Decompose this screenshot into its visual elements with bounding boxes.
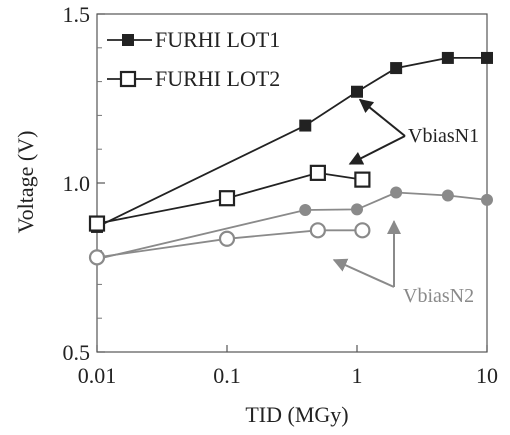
data-point <box>218 190 236 207</box>
axis-ticks: 0.01 0.1 1 10 0.5 1.0 1.5 <box>63 2 499 388</box>
annotations: VbiasN1 VbiasN2 <box>332 98 479 307</box>
data-point <box>218 230 236 247</box>
data-point <box>441 51 454 64</box>
data-point <box>354 222 371 239</box>
annotation-arrow <box>358 98 406 137</box>
data-point <box>309 164 326 181</box>
series-1 <box>91 51 493 233</box>
data-point <box>88 249 106 266</box>
series-line <box>96 57 487 228</box>
series-line <box>96 171 363 225</box>
data-point <box>481 193 493 206</box>
data-point <box>481 51 493 64</box>
data-point <box>299 119 312 132</box>
annotation-vbiasn1: VbiasN1 <box>348 98 479 165</box>
annotation-arrow <box>332 258 395 288</box>
legend-label: FURHI LOT2 <box>155 66 280 91</box>
annotation-vbiasn2: VbiasN2 <box>332 220 474 307</box>
series-layer <box>88 51 493 266</box>
legend-entry: FURHI LOT1 <box>107 27 280 52</box>
x-tick-label: 0.1 <box>213 363 241 388</box>
y-tick-label: 1.0 <box>63 171 91 196</box>
x-tick-label: 0.01 <box>78 363 117 388</box>
data-point <box>351 85 363 98</box>
data-point <box>351 203 363 216</box>
annotation-arrow <box>348 135 406 165</box>
legend: FURHI LOT1 FURHI LOT2 <box>107 27 280 91</box>
data-point <box>299 204 312 217</box>
legend-entry: FURHI LOT2 <box>107 66 280 91</box>
series-4 <box>88 222 371 266</box>
series-2 <box>88 164 371 232</box>
x-tick-label: 1 <box>352 363 363 388</box>
y-tick-label: 1.5 <box>63 2 91 27</box>
y-axis-title: Voltage (V) <box>13 131 38 234</box>
y-tick-label: 0.5 <box>63 340 91 365</box>
annotation-label: VbiasN1 <box>408 125 479 147</box>
legend-marker <box>122 34 134 46</box>
data-point <box>88 215 106 232</box>
x-tick-label: 10 <box>476 363 498 388</box>
series-3 <box>91 186 493 266</box>
data-point <box>390 62 403 75</box>
x-axis-title: TID (MGy) <box>245 402 348 427</box>
data-point <box>441 189 454 202</box>
legend-label: FURHI LOT1 <box>155 27 280 52</box>
data-point <box>390 186 403 199</box>
series-line <box>96 191 488 260</box>
data-point <box>309 222 326 239</box>
series-line <box>96 229 363 259</box>
legend-marker <box>119 70 137 88</box>
annotation-label: VbiasN2 <box>403 285 474 307</box>
data-point <box>354 171 371 188</box>
